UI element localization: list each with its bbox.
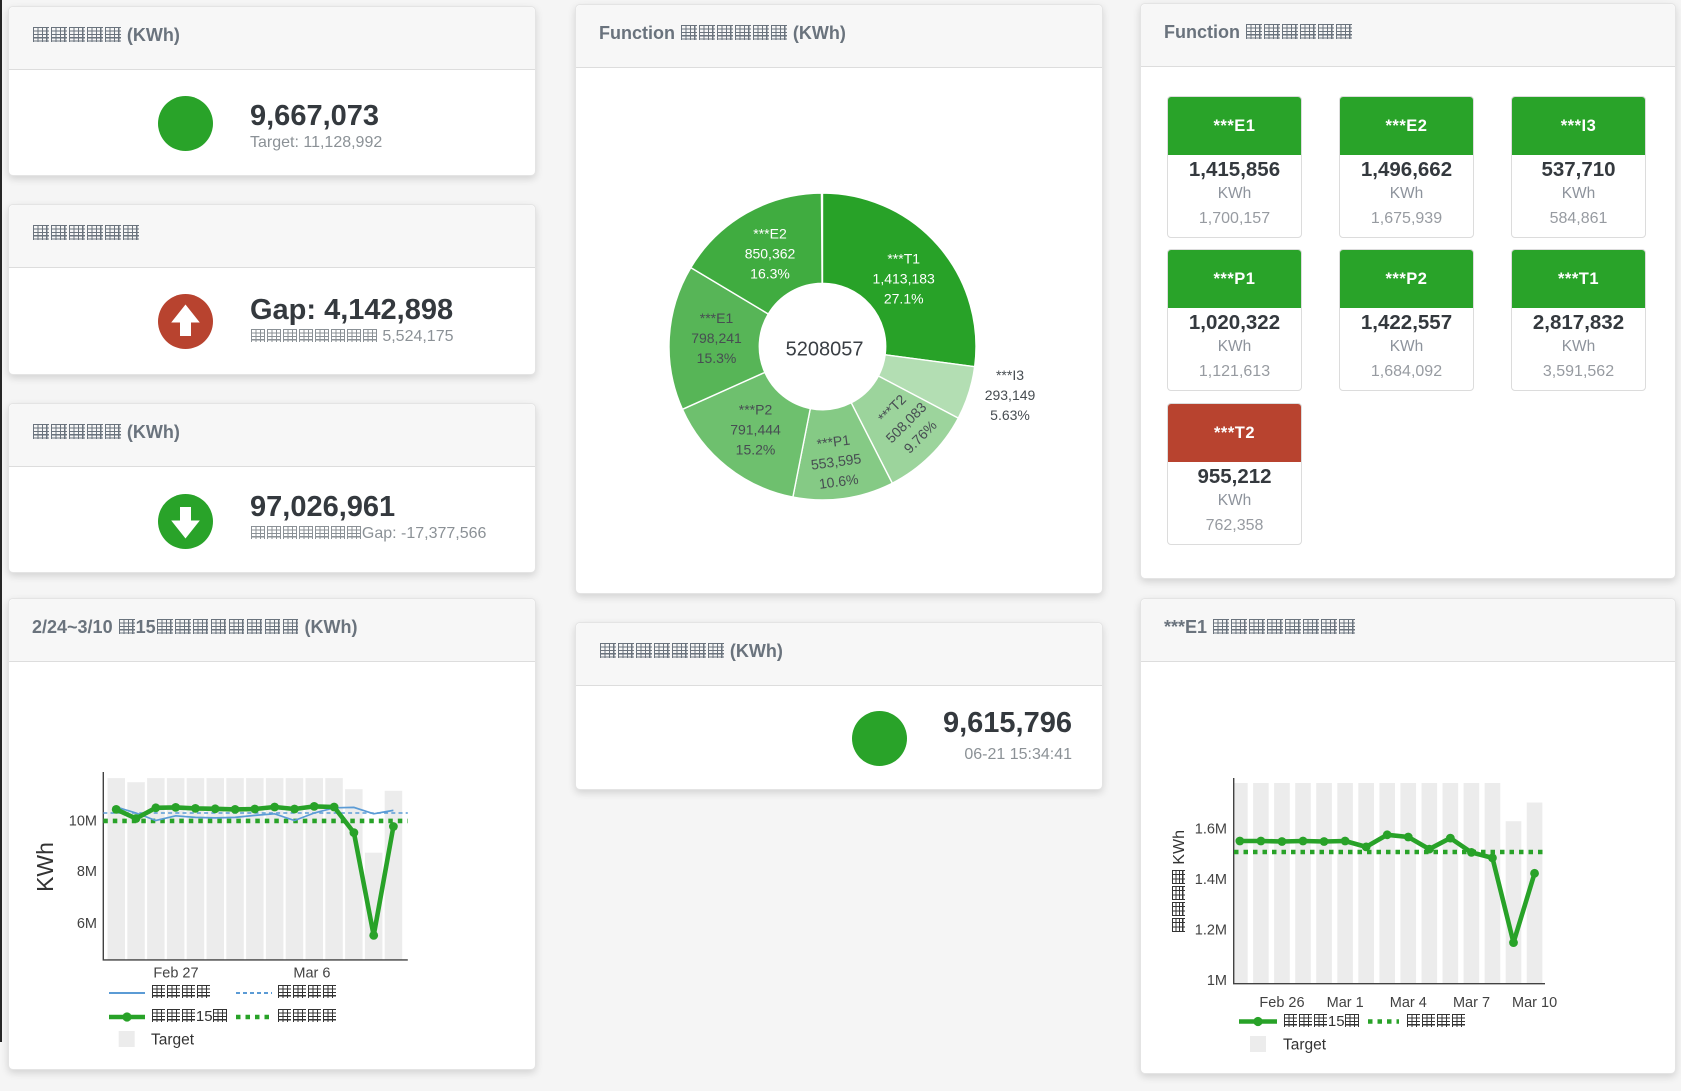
svg-text:Mar 6: Mar 6 — [293, 966, 330, 982]
svg-text:553,595: 553,595 — [810, 450, 862, 472]
svg-text:***T1: ***T1 — [887, 251, 920, 267]
svg-text:850,362: 850,362 — [745, 246, 796, 262]
svg-text:Feb 27: Feb 27 — [153, 966, 198, 982]
svg-text:5.63%: 5.63% — [990, 407, 1030, 423]
svg-text:Target: Target — [1283, 1037, 1327, 1054]
svg-text:Feb 26: Feb 26 — [1259, 995, 1304, 1011]
svg-text:***E2: ***E2 — [753, 226, 787, 242]
svg-text:16.3%: 16.3% — [750, 266, 790, 282]
svg-text:798,241: 798,241 — [691, 330, 742, 346]
svg-text:Target: Target — [151, 1032, 195, 1049]
svg-text:6M: 6M — [77, 916, 97, 932]
svg-text:1.2M: 1.2M — [1195, 923, 1227, 939]
svg-text:***E1: ***E1 — [700, 310, 734, 326]
svg-text:Mar 4: Mar 4 — [1390, 995, 1427, 1011]
svg-text:1.4M: 1.4M — [1195, 872, 1227, 888]
svg-text:1.6M: 1.6M — [1195, 822, 1227, 838]
svg-text:15.2%: 15.2% — [736, 442, 776, 458]
svg-text:Mar 7: Mar 7 — [1453, 995, 1490, 1011]
svg-text:27.1%: 27.1% — [884, 291, 924, 307]
svg-text:15.3%: 15.3% — [697, 350, 737, 366]
svg-text:5208057: 5208057 — [786, 339, 864, 361]
svg-text:***I3: ***I3 — [996, 367, 1024, 383]
svg-text:Mar 10: Mar 10 — [1512, 995, 1557, 1011]
svg-text:KWh: KWh — [32, 842, 58, 892]
svg-text:8M: 8M — [77, 864, 97, 880]
svg-text:10M: 10M — [69, 814, 97, 830]
svg-text:293,149: 293,149 — [985, 387, 1036, 403]
svg-text:***P1: ***P1 — [816, 432, 851, 452]
svg-text:791,444: 791,444 — [730, 422, 781, 438]
svg-text:***P2: ***P2 — [739, 402, 773, 418]
svg-text:10.6%: 10.6% — [818, 471, 859, 492]
svg-text:1,413,183: 1,413,183 — [873, 271, 935, 287]
svg-text:Mar 1: Mar 1 — [1327, 995, 1364, 1011]
svg-text:1M: 1M — [1207, 973, 1227, 989]
